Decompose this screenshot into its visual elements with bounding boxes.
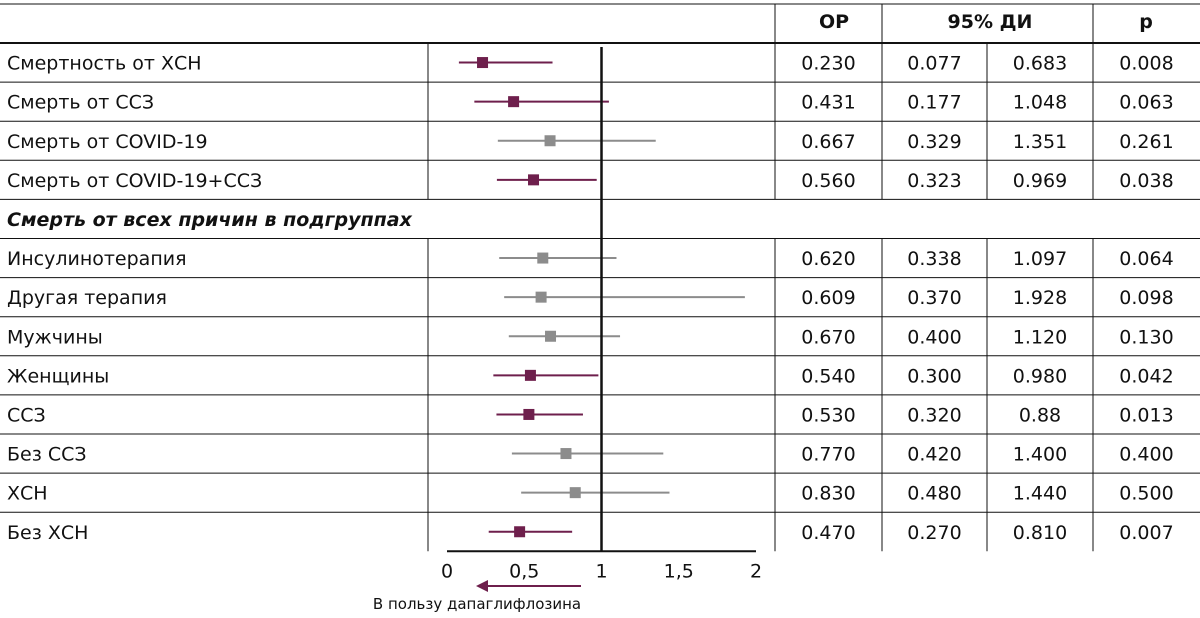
or-value: 0.470 bbox=[801, 522, 855, 544]
p-value: 0.042 bbox=[1119, 365, 1173, 387]
table-rows: Смертность от ХСН 0.230 0.077 0.683 0.008 Сме… bbox=[7, 53, 1174, 544]
or-value: 0.530 bbox=[801, 404, 855, 426]
or-point bbox=[524, 369, 536, 381]
or-point bbox=[569, 487, 581, 499]
ci-lower-value: 0.329 bbox=[907, 131, 961, 153]
or-value: 0.431 bbox=[801, 92, 855, 114]
ci-lower-value: 0.400 bbox=[907, 326, 961, 348]
p-value: 0.013 bbox=[1119, 404, 1173, 426]
x-tick-label: 0 bbox=[441, 560, 453, 582]
table-grid bbox=[0, 3, 1200, 552]
or-value: 0.609 bbox=[801, 287, 855, 309]
or-point bbox=[523, 408, 535, 420]
row-label: Другая терапия bbox=[7, 287, 167, 309]
x-tick-label: 2 bbox=[750, 560, 762, 582]
p-value: 0.007 bbox=[1119, 522, 1173, 544]
ci-upper-value: 0.810 bbox=[1013, 522, 1067, 544]
p-value: 0.063 bbox=[1119, 92, 1173, 114]
ci-lower-value: 0.270 bbox=[907, 522, 961, 544]
or-value: 0.620 bbox=[801, 248, 855, 270]
ci-upper-value: 1.097 bbox=[1013, 248, 1067, 270]
row-label: Без ХСН bbox=[7, 522, 88, 544]
header-ci: 95% ДИ bbox=[948, 11, 1033, 33]
ci-lower-value: 0.077 bbox=[907, 53, 961, 75]
column-headers: ОР 95% ДИ р bbox=[819, 11, 1153, 33]
or-value: 0.230 bbox=[801, 53, 855, 75]
or-value: 0.667 bbox=[801, 131, 855, 153]
ci-upper-value: 1.440 bbox=[1013, 483, 1067, 505]
or-point bbox=[528, 174, 540, 186]
or-point bbox=[477, 57, 489, 69]
row-label: Мужчины bbox=[7, 326, 103, 348]
or-point bbox=[560, 448, 572, 460]
p-value: 0.400 bbox=[1119, 444, 1173, 466]
row-label: Смерть от COVID-19+ССЗ bbox=[7, 170, 262, 192]
favor-arrow-head bbox=[476, 580, 488, 592]
or-value: 0.770 bbox=[801, 444, 855, 466]
or-point bbox=[544, 135, 556, 147]
x-axis: 0 0,5 1 1,5 2 bbox=[441, 550, 762, 582]
p-value: 0.098 bbox=[1119, 287, 1173, 309]
x-tick-label: 1 bbox=[595, 560, 607, 582]
or-value: 0.540 bbox=[801, 365, 855, 387]
p-value: 0.261 bbox=[1119, 131, 1173, 153]
row-label: Инсулинотерапия bbox=[7, 248, 187, 270]
ci-upper-value: 1.120 bbox=[1013, 326, 1067, 348]
row-label: ССЗ bbox=[7, 404, 46, 426]
row-label: Смерть от COVID-19 bbox=[7, 131, 208, 153]
favor-label: В пользу дапаглифлозина bbox=[373, 595, 581, 613]
ci-lower-value: 0.177 bbox=[907, 92, 961, 114]
x-tick-label: 1,5 bbox=[664, 560, 694, 582]
header-or: ОР bbox=[819, 11, 849, 33]
subgroup-heading: Смерть от всех причин в подгруппах bbox=[7, 209, 413, 231]
ci-lower-value: 0.300 bbox=[907, 365, 961, 387]
or-point bbox=[545, 330, 557, 342]
or-point bbox=[535, 291, 547, 303]
ci-lower-value: 0.338 bbox=[907, 248, 961, 270]
or-value: 0.560 bbox=[801, 170, 855, 192]
row-label: Смертность от ХСН bbox=[7, 53, 202, 75]
ci-upper-value: 1.928 bbox=[1013, 287, 1067, 309]
p-value: 0.064 bbox=[1119, 248, 1173, 270]
ci-lower-value: 0.320 bbox=[907, 404, 961, 426]
p-value: 0.038 bbox=[1119, 170, 1173, 192]
header-p: р bbox=[1139, 11, 1153, 33]
row-label: Смерть от ССЗ bbox=[7, 92, 154, 114]
ci-lower-value: 0.370 bbox=[907, 287, 961, 309]
ci-upper-value: 0.683 bbox=[1013, 53, 1067, 75]
ci-upper-value: 1.351 bbox=[1013, 131, 1067, 153]
x-tick-label: 0,5 bbox=[509, 560, 539, 582]
ci-lower-value: 0.420 bbox=[907, 444, 961, 466]
or-value: 0.830 bbox=[801, 483, 855, 505]
ci-lower-value: 0.480 bbox=[907, 483, 961, 505]
ci-upper-value: 0.980 bbox=[1013, 365, 1067, 387]
or-point bbox=[537, 252, 549, 264]
row-label: ХСН bbox=[7, 483, 48, 505]
or-point bbox=[514, 526, 526, 538]
p-value: 0.500 bbox=[1119, 483, 1173, 505]
ci-upper-value: 1.400 bbox=[1013, 444, 1067, 466]
p-value: 0.130 bbox=[1119, 326, 1173, 348]
p-value: 0.008 bbox=[1119, 53, 1173, 75]
ci-lower-value: 0.323 bbox=[907, 170, 961, 192]
ci-upper-value: 1.048 bbox=[1013, 92, 1067, 114]
ci-upper-value: 0.969 bbox=[1013, 170, 1067, 192]
favor-annotation: В пользу дапаглифлозина bbox=[373, 580, 581, 613]
row-label: Без ССЗ bbox=[7, 444, 87, 466]
or-value: 0.670 bbox=[801, 326, 855, 348]
ci-upper-value: 0.88 bbox=[1019, 404, 1061, 426]
or-point bbox=[508, 96, 520, 108]
plot-area bbox=[458, 47, 745, 552]
row-label: Женщины bbox=[7, 365, 109, 387]
